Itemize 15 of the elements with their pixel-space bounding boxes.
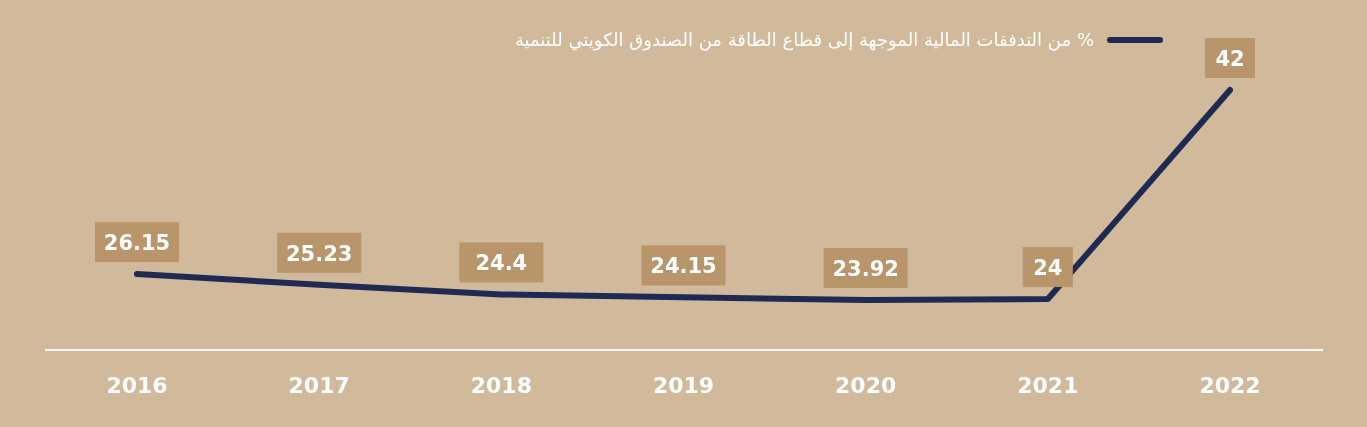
data-label: 25.23 — [285, 241, 353, 266]
data-label: 42 — [1215, 47, 1245, 71]
data-label: 26.15 — [103, 231, 171, 256]
data-label: 23.92 — [832, 257, 899, 281]
x-tick-label: 2018 — [470, 373, 532, 398]
data-label: 24.15 — [650, 254, 717, 279]
x-tick-label: 2022 — [1199, 373, 1261, 398]
x-tick-label: 2019 — [652, 373, 715, 398]
x-tick-label: 2020 — [835, 373, 897, 398]
x-tick-label: 2016 — [106, 373, 168, 398]
x-tick-label: 2021 — [1017, 373, 1079, 398]
legend-label: % من التدفقات المالية الموجهة إلى قطاع الطاقة من الصندوق الكويتي للتنمية — [514, 29, 1094, 51]
data-label: 24.4 — [475, 251, 528, 276]
data-label: 24 — [1033, 256, 1063, 281]
x-tick-label: 2017 — [288, 373, 350, 398]
